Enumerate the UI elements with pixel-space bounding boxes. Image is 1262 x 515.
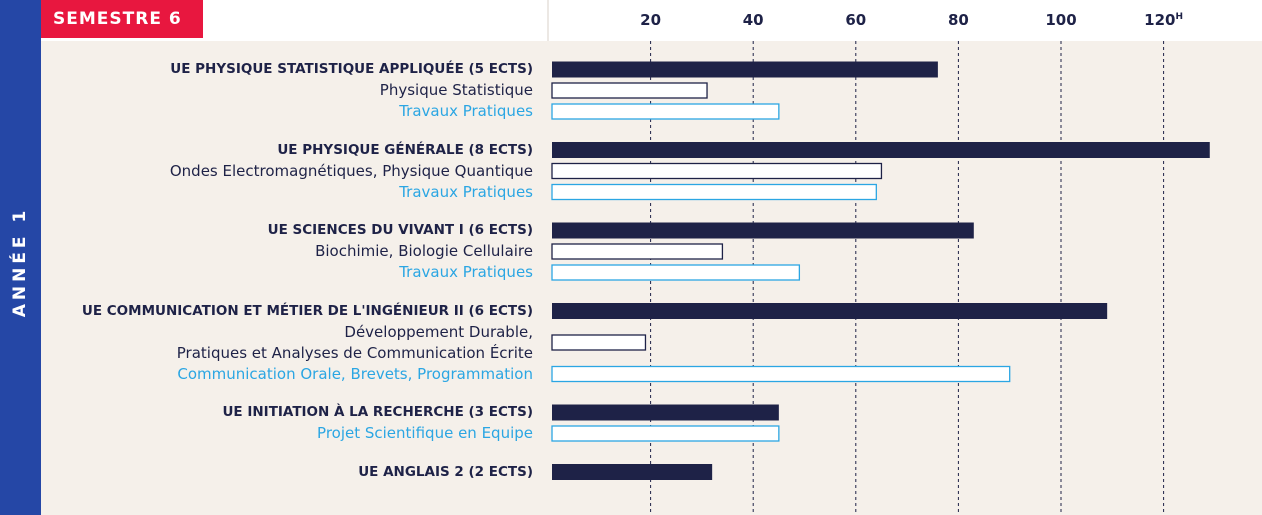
course-label: Développement Durable, Pratiques et Anal… bbox=[176, 322, 533, 362]
practical-label: Travaux Pratiques bbox=[399, 102, 533, 120]
ue-bar bbox=[552, 222, 974, 239]
practical-label: Travaux Pratiques bbox=[399, 182, 533, 201]
practical-bar bbox=[551, 264, 801, 281]
course-bar bbox=[551, 162, 883, 180]
ue-label: UE COMMUNICATION ET MÉTIER DE L'INGÉNIEU… bbox=[81, 302, 533, 319]
x-tick-label: 40 bbox=[742, 11, 764, 29]
practical-bar bbox=[551, 365, 1011, 383]
course-bar bbox=[551, 334, 647, 351]
x-tick-label: 60 bbox=[845, 11, 867, 29]
course-label: Physique Statistique bbox=[379, 81, 533, 99]
course-bar bbox=[551, 243, 724, 260]
ue-bar bbox=[552, 303, 1108, 319]
ue-label: UE INITIATION À LA RECHERCHE (3 ECTS) bbox=[222, 404, 533, 420]
ue-bar bbox=[552, 404, 779, 421]
ue-bar bbox=[552, 142, 1210, 158]
course-bar bbox=[551, 82, 708, 99]
course-label: Ondes Electromagnétiques, Physique Quant… bbox=[169, 161, 533, 180]
ue-label: UE SCIENCES DU VIVANT I (6 ECTS) bbox=[267, 222, 533, 238]
x-unit-label: H bbox=[1175, 12, 1184, 22]
practical-label: Travaux Pratiques bbox=[399, 263, 533, 281]
practical-label: Projet Scientifique en Equipe bbox=[317, 424, 533, 442]
x-tick-label: 80 bbox=[947, 11, 969, 29]
x-tick-label: 100 bbox=[1045, 11, 1077, 29]
x-tick-label: 20 bbox=[640, 11, 662, 29]
ue-label: UE ANGLAIS 2 (2 ECTS) bbox=[358, 463, 533, 480]
ue-bar bbox=[552, 464, 713, 480]
practical-bar bbox=[551, 425, 780, 442]
year-sidebar: ANNÉE 1 bbox=[0, 0, 41, 515]
practical-bar bbox=[551, 103, 780, 120]
ue-label: UE PHYSIQUE GÉNÉRALE (8 ECTS) bbox=[277, 141, 533, 158]
x-tick-label: 120H bbox=[1144, 11, 1184, 29]
ue-label: UE PHYSIQUE STATISTIQUE APPLIQUÉE (5 ECT… bbox=[170, 61, 533, 77]
ue-bar bbox=[552, 61, 938, 78]
course-label: Biochimie, Biologie Cellulaire bbox=[315, 242, 533, 260]
practical-bar bbox=[551, 183, 877, 201]
practical-label: Communication Orale, Brevets, Programmat… bbox=[177, 364, 533, 383]
axis-header bbox=[41, 0, 1262, 41]
semester-badge: SEMESTRE 6 bbox=[41, 0, 203, 38]
